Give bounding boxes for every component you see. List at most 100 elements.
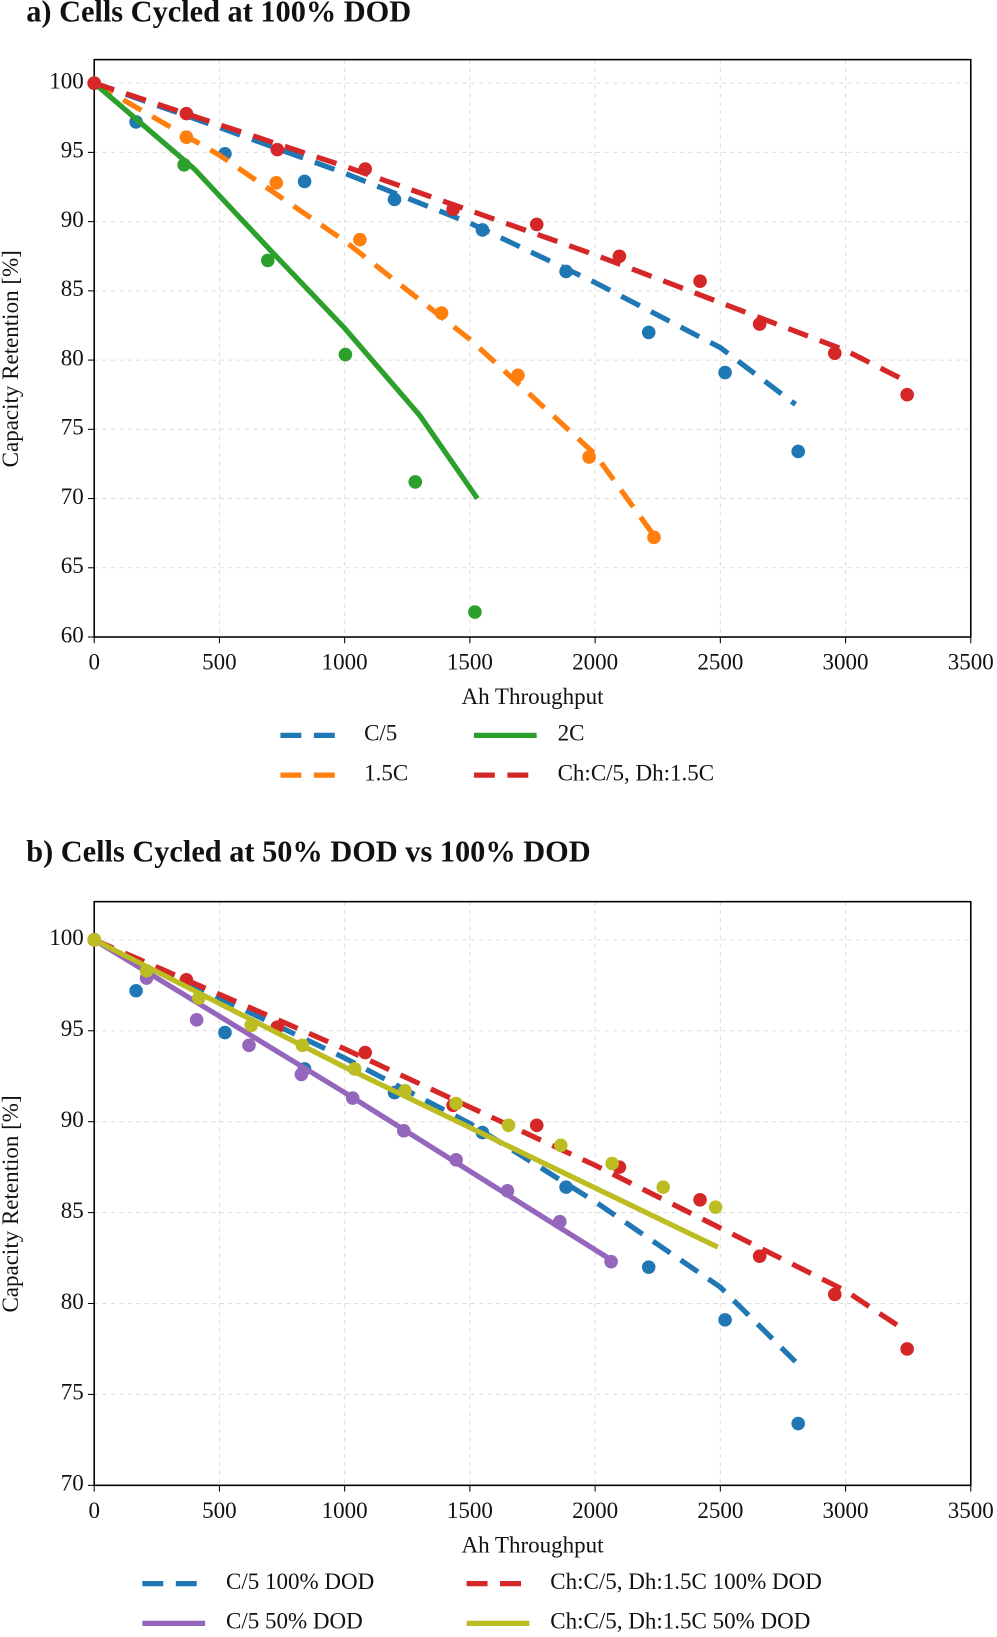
x-tick-label: 2500 <box>697 1497 743 1523</box>
data-point <box>612 249 627 264</box>
legend-label: 2C <box>558 720 585 746</box>
data-point <box>294 1067 309 1082</box>
data-point <box>827 1287 842 1302</box>
data-point <box>582 450 596 464</box>
data-point <box>244 1018 259 1033</box>
data-point <box>358 162 372 176</box>
data-point <box>752 317 767 331</box>
y-tick-label: 70 <box>61 483 84 509</box>
x-tick-label: 1500 <box>447 648 493 674</box>
data-point <box>218 1025 232 1040</box>
y-tick-label: 85 <box>61 1197 84 1223</box>
data-point <box>129 983 143 998</box>
plot-frame <box>93 900 972 1487</box>
x-tick-label: 0 <box>88 1497 100 1523</box>
fit-line <box>92 81 480 501</box>
data-point <box>501 1118 516 1133</box>
fit-line <box>93 80 907 384</box>
data-point <box>387 192 402 207</box>
data-point <box>408 475 423 489</box>
data-point <box>87 76 102 90</box>
data-point <box>718 365 732 380</box>
x-axis-label: Ah Throughput <box>461 683 604 709</box>
y-tick-label: 75 <box>61 1379 84 1405</box>
x-tick-label: 2000 <box>572 648 618 674</box>
legend-label: Ch:C/5, Dh:1.5C <box>558 759 715 785</box>
y-tick-label: 85 <box>61 275 84 301</box>
data-point <box>192 991 206 1005</box>
x-tick-label: 1000 <box>322 648 368 674</box>
fit-line <box>93 937 719 1250</box>
x-tick-label: 3500 <box>948 1497 994 1523</box>
data-point <box>270 142 285 157</box>
data-point <box>269 176 284 190</box>
data-point <box>449 1096 463 1111</box>
legend-label: Ch:C/5, Dh:1.5C 50% DOD <box>550 1608 810 1634</box>
data-point <box>752 1249 767 1264</box>
data-point <box>647 530 661 545</box>
legend-label: C/5 50% DOD <box>226 1608 363 1634</box>
data-point <box>446 202 460 216</box>
data-point <box>641 1260 656 1274</box>
data-point <box>500 1183 515 1198</box>
data-point <box>529 217 544 232</box>
data-point <box>827 346 842 360</box>
x-tick-label: 500 <box>202 1497 237 1523</box>
data-point <box>189 1013 204 1027</box>
data-point <box>529 1118 544 1133</box>
y-tick-label: 95 <box>61 137 84 163</box>
legend-label: Ch:C/5, Dh:1.5C 100% DOD <box>550 1568 822 1594</box>
data-point <box>338 347 353 362</box>
data-point <box>553 1138 568 1153</box>
data-point <box>791 1416 806 1431</box>
y-tick-label: 90 <box>61 1106 84 1132</box>
data-point <box>693 274 707 288</box>
y-tick-label: 75 <box>61 414 84 440</box>
data-point <box>260 253 275 268</box>
x-tick-label: 500 <box>202 648 237 674</box>
data-point <box>552 1214 567 1229</box>
data-point <box>900 387 914 402</box>
x-tick-label: 3000 <box>823 1497 869 1523</box>
data-point <box>347 1062 362 1076</box>
data-point <box>179 130 194 144</box>
data-point <box>511 368 525 383</box>
data-point <box>449 1153 463 1167</box>
chart-title: b) Cells Cycled at 50% DOD vs 100% DOD <box>26 835 590 869</box>
y-tick-label: 100 <box>49 67 84 93</box>
data-point <box>641 325 656 340</box>
data-point <box>179 106 194 121</box>
plot-frame <box>93 58 972 638</box>
legend-label: 1.5C <box>364 759 408 785</box>
data-point <box>358 1045 372 1060</box>
data-point <box>398 1083 412 1098</box>
data-point <box>468 605 482 619</box>
data-point <box>242 1038 256 1053</box>
chart-title: a) Cells Cycled at 100% DOD <box>26 0 411 29</box>
fit-line <box>93 937 908 1333</box>
data-point <box>718 1313 732 1327</box>
fit-line <box>92 80 658 539</box>
fit-line <box>93 937 798 1364</box>
y-tick-label: 65 <box>61 552 84 578</box>
x-tick-label: 2000 <box>572 1497 618 1523</box>
x-tick-label: 3000 <box>823 648 869 674</box>
data-point <box>656 1180 671 1194</box>
y-tick-label: 60 <box>61 621 84 647</box>
data-point <box>693 1193 707 1207</box>
data-point <box>87 933 102 947</box>
data-point <box>353 232 367 247</box>
data-point <box>900 1342 914 1356</box>
data-point <box>475 223 490 237</box>
y-axis-label: Capacity Retention [%] <box>0 250 23 467</box>
data-point <box>559 1180 573 1194</box>
y-tick-label: 100 <box>49 924 84 950</box>
y-tick-label: 80 <box>61 1288 84 1314</box>
data-point <box>345 1091 360 1105</box>
data-point <box>139 963 154 978</box>
y-tick-label: 90 <box>61 206 84 232</box>
x-tick-label: 1500 <box>447 1497 493 1523</box>
x-tick-label: 0 <box>88 648 100 674</box>
fit-line <box>92 937 613 1263</box>
